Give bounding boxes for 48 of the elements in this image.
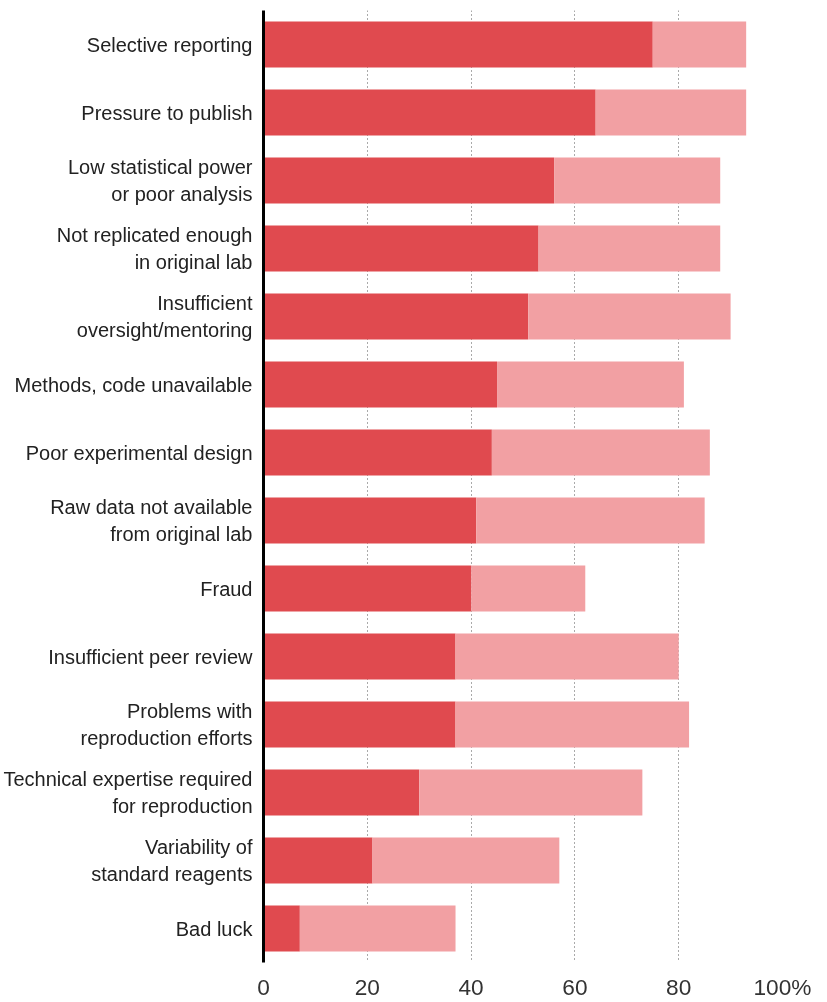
- bar: [419, 769, 643, 816]
- y-tick-label: Not replicated enough in original lab: [56, 224, 253, 273]
- bar: [263, 361, 498, 408]
- bar: [263, 701, 456, 748]
- y-tick-label: Insufficient peer review: [48, 645, 254, 668]
- bar: [476, 497, 705, 544]
- bar: [471, 565, 586, 612]
- bar: [491, 429, 710, 476]
- bar: [263, 157, 555, 204]
- bar: [299, 905, 456, 952]
- bar: [263, 769, 420, 816]
- x-tick-label: 60: [562, 973, 588, 1000]
- bar: [263, 429, 492, 476]
- y-tick-label: Fraud: [200, 577, 253, 600]
- bar: [263, 225, 539, 272]
- y-tick-label: Pressure to publish: [81, 101, 253, 124]
- bar: [263, 905, 300, 952]
- y-tick-label: Low statistical power or poor analysis: [67, 156, 253, 205]
- bar: [263, 21, 653, 68]
- bar: [538, 225, 721, 272]
- y-tick-label: Technical expertise required for reproduction: [3, 768, 253, 817]
- y-tick-label: Variability of standard reagents: [91, 836, 253, 885]
- y-tick-label: Insufficient oversight/mentoring: [76, 292, 253, 341]
- bar: [263, 837, 373, 884]
- y-tick-label: Poor experimental design: [25, 441, 253, 464]
- bar: [263, 293, 529, 340]
- bar: [263, 497, 477, 544]
- bar: [528, 293, 731, 340]
- bar: [455, 701, 690, 748]
- bar: [652, 21, 747, 68]
- y-tick-label: Selective reporting: [86, 33, 253, 56]
- x-tick-label: 0: [257, 973, 270, 1000]
- bar: [263, 633, 456, 680]
- y-tick-label: Bad luck: [175, 917, 254, 940]
- bar: [595, 89, 747, 136]
- bar: [263, 565, 472, 612]
- x-tick-label: 20: [354, 973, 380, 1000]
- x-tick-label: 40: [458, 973, 484, 1000]
- bar: [497, 361, 684, 408]
- bar: [263, 89, 596, 136]
- x-tick-label: 80: [666, 973, 692, 1000]
- bar: [455, 633, 679, 680]
- y-tick-label: Methods, code unavailable: [14, 373, 253, 396]
- bar: [554, 157, 721, 204]
- x-tick-label: 100%: [753, 973, 812, 1000]
- y-tick-label: Raw data not available from original lab: [50, 496, 253, 545]
- y-tick-label: Problems with reproduction efforts: [80, 700, 253, 749]
- bar: [372, 837, 560, 884]
